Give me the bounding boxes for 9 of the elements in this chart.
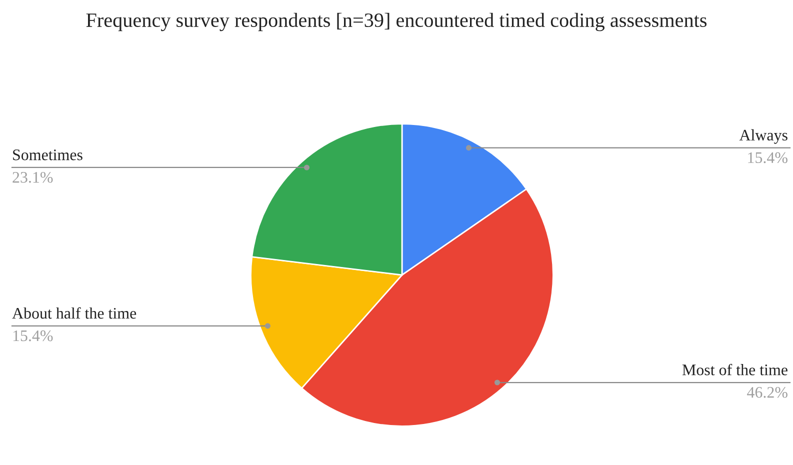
data-label: 15.4% [13,330,53,342]
slice-label: Always [739,129,788,144]
slice-label: Sometimes [13,150,82,160]
slice-label: Most of the time [682,364,788,376]
chart-title: Frequency survey respondents [n=39] encountered timed coding assessments [86,12,707,32]
data-label: 23.1% [12,172,53,183]
data-label: 15.4% [748,152,788,164]
data-label: 46.2% [747,386,788,398]
slice-label: About half the time [12,307,136,319]
